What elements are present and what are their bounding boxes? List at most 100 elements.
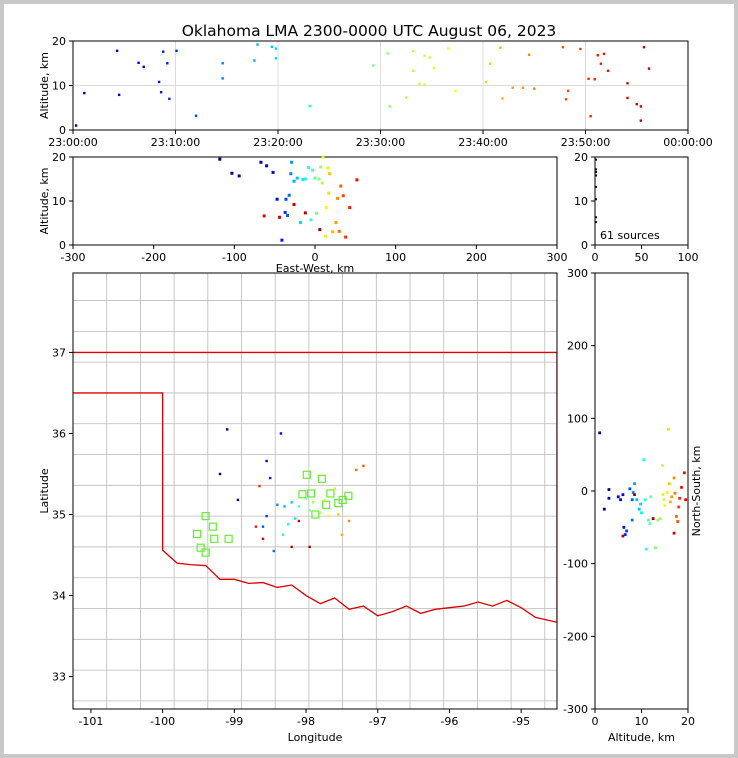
- lma-station-marker: [192, 529, 202, 539]
- ns-source-point: [616, 495, 620, 499]
- ta-source-point: [423, 54, 426, 57]
- ns-source-point: [661, 493, 665, 497]
- ta-source-point: [270, 45, 274, 48]
- lma-station-marker: [334, 499, 343, 508]
- map-layer: [73, 273, 557, 709]
- ns-source-point: [607, 496, 611, 500]
- map-source-point: [308, 545, 311, 549]
- ew-source-point: [328, 172, 332, 176]
- ns-ytick-label: -100: [563, 558, 588, 571]
- ns-source-point: [621, 534, 625, 538]
- ew-source-point: [323, 234, 327, 238]
- ns-source-point: [640, 511, 643, 515]
- ew-source-point: [355, 178, 359, 182]
- ta-source-point: [253, 59, 256, 62]
- map-source-point: [218, 472, 222, 476]
- ew-source-point: [317, 177, 321, 181]
- ew-xtick-label: 200: [466, 251, 487, 264]
- ew-source-point: [265, 164, 269, 168]
- cnt-histogram-point: [594, 170, 597, 173]
- map-source-point: [272, 549, 275, 553]
- marks-layer: 61 sources: [74, 43, 688, 557]
- ta-source-point: [566, 89, 570, 93]
- map-source-point: [261, 537, 265, 541]
- map-ytick-label: 36: [52, 427, 66, 440]
- ta-source-point: [533, 87, 536, 90]
- map-xtick-label: -100: [150, 715, 175, 728]
- ta-source-point: [626, 96, 629, 100]
- ns-source-point: [630, 518, 634, 522]
- map-source-point: [355, 468, 358, 472]
- map-xtick-label: -99: [225, 715, 243, 728]
- ta-source-point: [194, 114, 198, 117]
- ns-source-point: [677, 505, 681, 509]
- lma-station-marker: [196, 543, 205, 552]
- ta-source-point: [639, 105, 643, 108]
- cnt-axes-frame: [594, 156, 689, 246]
- ta-source-point: [372, 64, 375, 67]
- ta-source-point: [168, 97, 171, 101]
- map-source-point: [268, 476, 272, 480]
- map-axes-frame: [72, 272, 558, 710]
- ew-source-point: [262, 214, 266, 218]
- ta-source-point: [274, 57, 278, 60]
- map-ylabel: Latitude: [38, 468, 51, 514]
- cnt-xtick-label: 100: [678, 251, 699, 264]
- ns-axes-frame: [594, 272, 689, 710]
- ta-xtick-label: 23:40:00: [458, 136, 507, 149]
- ew-source-point: [326, 166, 330, 170]
- ew-source-point: [344, 235, 348, 239]
- ns-source-point: [635, 498, 639, 502]
- map-source-point: [337, 513, 340, 516]
- map-source-point: [347, 519, 351, 523]
- cnt-histogram-point: [594, 174, 597, 177]
- ew-source-point: [284, 197, 288, 201]
- map-source-point: [258, 484, 261, 488]
- ew-xlabel: East-West, km: [276, 262, 354, 275]
- ta-source-point: [635, 102, 638, 106]
- map-source-point: [362, 464, 365, 468]
- map-ytick-label: 37: [52, 346, 66, 359]
- map-source-point: [286, 523, 290, 526]
- map-source-point: [319, 511, 322, 515]
- map-source-point: [308, 509, 311, 512]
- ta-source-point: [221, 77, 224, 80]
- ns-ylabel: North-South, km: [690, 446, 703, 537]
- map-source-point: [236, 498, 240, 502]
- ta-source-point: [642, 46, 646, 49]
- ns-source-point: [672, 476, 676, 480]
- map-source-point: [312, 501, 315, 504]
- ns-source-point: [676, 520, 680, 523]
- ns-source-point: [661, 464, 664, 467]
- ta-xtick-label: 23:50:00: [561, 136, 610, 149]
- ns-source-point: [668, 482, 671, 486]
- ta-source-point: [412, 50, 415, 53]
- ns-source-point: [674, 515, 678, 518]
- cnt-ytick-label: 20: [574, 151, 588, 164]
- ew-source-point: [315, 211, 319, 215]
- ns-xlabel: Altitude, km: [608, 731, 675, 744]
- ta-source-point: [564, 98, 568, 101]
- ew-xtick-label: 0: [312, 251, 319, 264]
- ta-source-point: [256, 43, 259, 46]
- map-source-point: [304, 497, 308, 500]
- ew-source-point: [303, 211, 307, 215]
- ns-source-point: [625, 529, 629, 533]
- source-count-annotation: 61 sources: [600, 229, 660, 242]
- ta-source-point: [166, 62, 169, 65]
- ta-xtick-label: 00:00:00: [663, 136, 712, 149]
- ns-source-point: [662, 498, 666, 502]
- ta-source-point: [388, 105, 391, 108]
- ns-source-point: [642, 458, 646, 462]
- map-xtick-label: -101: [78, 715, 103, 728]
- ns-source-point: [673, 491, 677, 495]
- map-source-point: [290, 545, 293, 549]
- ew-source-point: [280, 238, 284, 242]
- ew-source-point: [283, 210, 287, 214]
- ta-source-point: [412, 69, 415, 73]
- ta-source-point: [432, 66, 435, 70]
- ta-source-point: [117, 93, 121, 97]
- cnt-xtick-label: 0: [592, 251, 599, 264]
- ns-source-point: [682, 471, 686, 475]
- ew-source-point: [320, 181, 324, 185]
